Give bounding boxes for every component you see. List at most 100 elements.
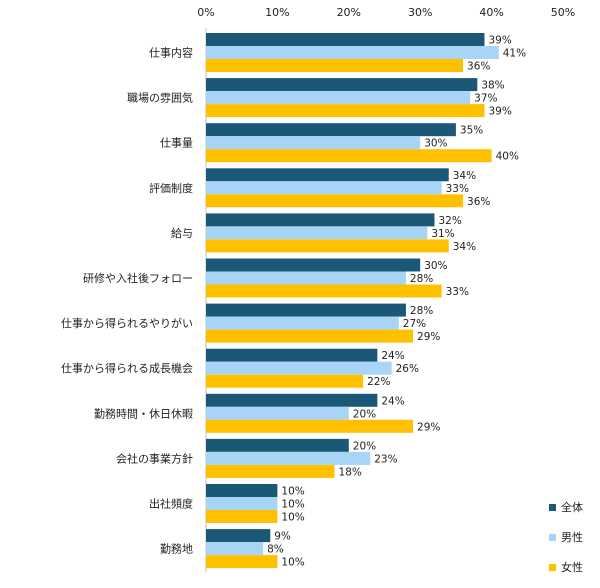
bar [206,239,449,253]
data-label: 34% [453,170,476,182]
bar [206,136,421,150]
category-label: 職場の雰囲気 [127,91,193,105]
category-label: 仕事内容 [149,46,193,60]
data-label: 10% [281,557,304,569]
bar [206,497,278,510]
bar [206,406,349,420]
category-label: 仕事から得られる成長機会 [61,361,193,375]
category-label: 勤務地 [160,542,193,556]
legend-label: 全体 [561,500,583,514]
data-label: 37% [474,93,497,105]
data-label: 33% [446,286,469,298]
bar [206,542,264,556]
bar [206,419,414,433]
data-label: 18% [339,466,362,478]
data-label: 10% [281,512,304,524]
bar [206,303,406,317]
bar [206,374,364,388]
legend-label: 男性 [561,530,583,544]
category-label: 勤務時間・休日休暇 [94,406,193,420]
bar [206,348,378,362]
legend-swatch [549,504,556,511]
bar [206,361,392,375]
bar [206,33,485,46]
bar [206,329,414,343]
category-label: 会社の事業方針 [116,451,193,465]
category-label: 給与 [171,226,193,240]
data-label: 24% [381,395,404,407]
bar [206,91,471,105]
bar [206,464,335,478]
category-label: 仕事量 [160,137,193,150]
data-label: 38% [481,80,504,92]
bar [206,123,456,137]
data-label: 10% [281,486,304,498]
data-label: 36% [467,196,490,208]
bar [206,78,478,92]
data-label: 26% [396,363,419,375]
bar [206,484,278,497]
bar [206,438,349,452]
x-axis-ticks: 0% 10% 20% 30% 40% 50% [197,6,575,19]
data-label: 34% [453,241,476,253]
bar [206,181,442,195]
data-label: 33% [446,183,469,195]
bar [206,555,278,569]
data-label: 28% [410,305,433,317]
legend-label: 女性 [561,560,583,574]
data-label: 9% [274,531,291,543]
data-labels: 39%41%36%38%37%39%35%30%40%34%33%36%32%3… [267,35,526,569]
bar [206,226,428,240]
bar [206,149,492,163]
bar [206,529,271,543]
bar [206,46,499,59]
bar [206,510,278,523]
bar [206,194,464,208]
data-label: 20% [353,408,376,420]
x-tick-label: 10% [265,6,289,19]
category-labels: 仕事内容職場の雰囲気仕事量評価制度給与研修や入社後フォロー仕事から得られるやりが… [61,46,193,556]
data-label: 31% [431,228,454,240]
data-label: 24% [381,350,404,362]
data-label: 10% [281,499,304,511]
data-label: 39% [488,106,511,118]
data-label: 39% [488,35,511,47]
bar [206,168,449,182]
data-label: 41% [503,48,526,60]
data-label: 32% [438,215,461,227]
data-label: 23% [374,453,397,465]
category-label: 出社頻度 [149,497,193,511]
bar [206,258,421,272]
bar [206,213,435,227]
x-tick-label: 50% [551,6,575,19]
data-label: 35% [460,125,483,137]
category-label: 評価制度 [149,181,193,195]
data-label: 29% [417,421,440,433]
bar [206,271,406,285]
data-label: 20% [353,440,376,452]
data-label: 8% [267,544,284,556]
category-label: 仕事から得られるやりがい [61,316,193,330]
x-tick-label: 20% [337,6,361,19]
data-label: 30% [424,260,447,272]
x-tick-label: 0% [197,6,214,19]
bars [206,33,499,569]
x-tick-label: 30% [408,6,432,19]
data-label: 22% [367,376,390,388]
data-label: 30% [424,138,447,150]
bar [206,284,442,298]
data-label: 27% [403,318,426,330]
data-label: 28% [410,273,433,285]
category-label: 研修や入社後フォロー [83,271,193,285]
bar [206,393,378,407]
x-tick-label: 40% [479,6,503,19]
legend-swatch [549,564,556,571]
data-label: 29% [417,331,440,343]
data-label: 40% [496,151,519,163]
legend-swatch [549,534,556,541]
bar [206,451,371,465]
bar [206,59,464,72]
data-label: 36% [467,61,490,73]
